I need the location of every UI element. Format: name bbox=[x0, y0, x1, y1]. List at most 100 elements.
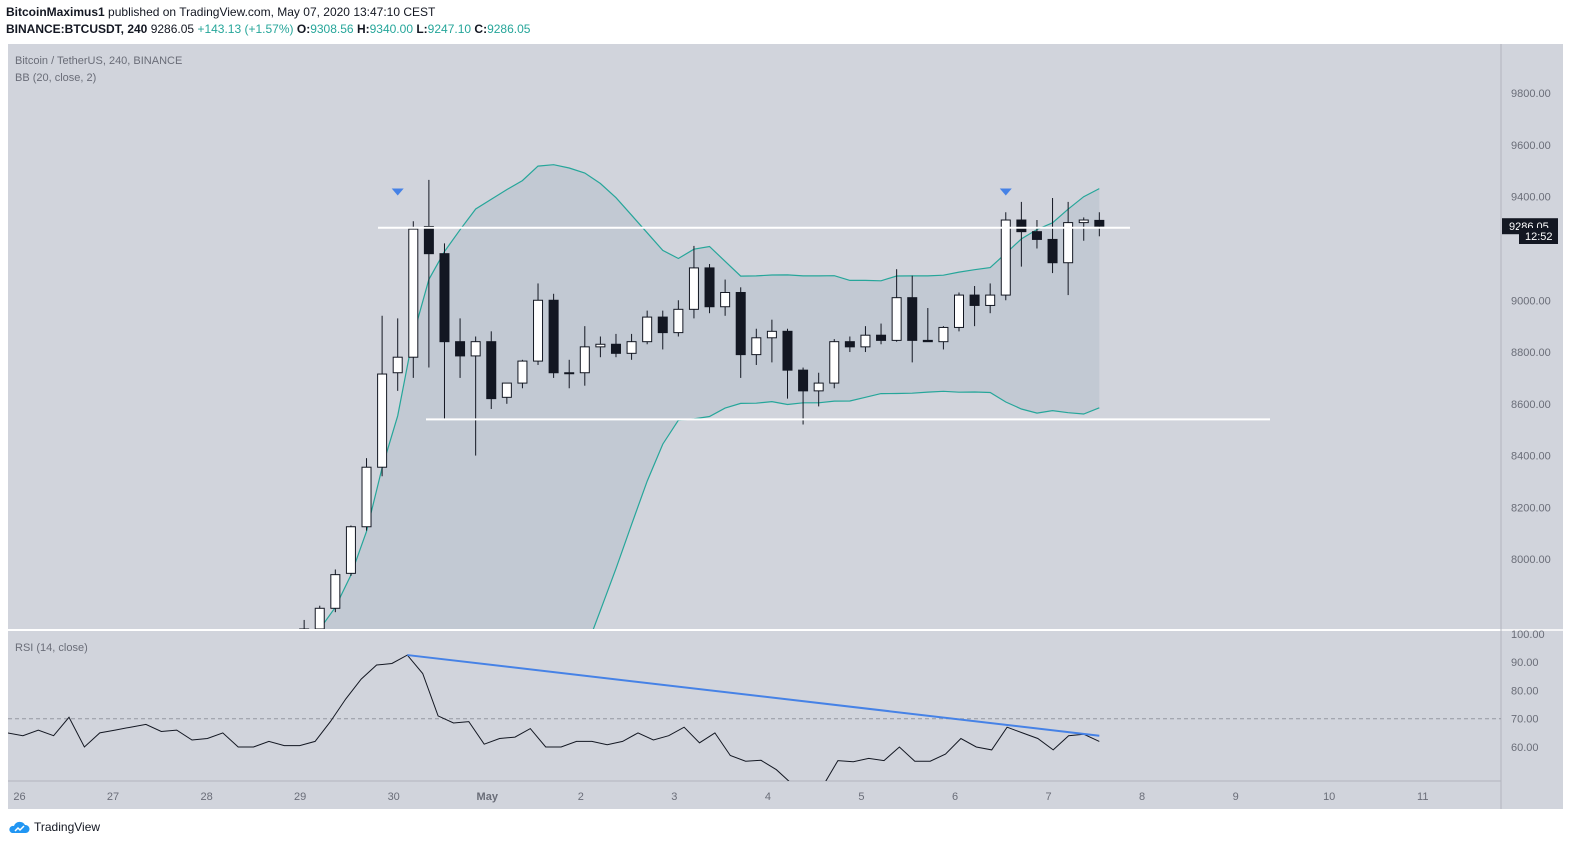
rsi-axis-tick: 100.00 bbox=[1511, 629, 1545, 641]
time-axis-tick: 30 bbox=[388, 791, 400, 803]
candle-body bbox=[813, 382, 824, 392]
candle-body bbox=[844, 341, 855, 348]
rsi-plot-area bbox=[8, 654, 1100, 781]
rsi-axis-tick: 90.00 bbox=[1511, 657, 1539, 669]
tradingview-logo[interactable]: TradingView bbox=[8, 820, 100, 834]
time-axis-tick: 3 bbox=[671, 791, 677, 803]
candle-body bbox=[595, 343, 606, 348]
price-axis-tick: 8000.00 bbox=[1511, 554, 1551, 566]
candle-body bbox=[766, 330, 777, 339]
candle-body bbox=[938, 326, 949, 343]
close-label: C: bbox=[474, 22, 488, 36]
time-axis-tick: 10 bbox=[1323, 791, 1335, 803]
candle-body bbox=[1047, 238, 1058, 264]
candle-body bbox=[922, 339, 933, 343]
candle-body bbox=[798, 369, 809, 392]
candle-body bbox=[1078, 219, 1089, 224]
candle-body bbox=[860, 334, 871, 348]
high-label: H: bbox=[356, 22, 370, 36]
candle-body bbox=[517, 360, 528, 384]
time-axis-tick: 9 bbox=[1233, 791, 1239, 803]
symbol-info-line: BINANCE:BTCUSDT, 240 9286.05 +143.13 (+1… bbox=[6, 22, 530, 36]
low-value: 9247.10 bbox=[427, 22, 472, 36]
bollinger-band-fill bbox=[319, 164, 1100, 629]
price-pane-background bbox=[8, 44, 1501, 629]
candle-body bbox=[673, 308, 684, 334]
candle-body bbox=[969, 294, 980, 306]
candle-body bbox=[876, 334, 887, 341]
price-axis-tick: 9400.00 bbox=[1511, 192, 1551, 204]
candle-body bbox=[579, 346, 590, 374]
last-price: 9286.05 bbox=[150, 22, 195, 36]
candle-body bbox=[1094, 219, 1105, 227]
time-axis-tick: 2 bbox=[578, 791, 584, 803]
candle-body bbox=[829, 341, 840, 384]
price-axis-tick: 9600.00 bbox=[1511, 140, 1551, 152]
symbol-label: BINANCE:BTCUSDT, 240 bbox=[6, 22, 148, 36]
rsi-indicator-label: RSI (14, close) bbox=[15, 642, 88, 654]
candle-body bbox=[1000, 219, 1011, 296]
candle-body bbox=[423, 225, 434, 255]
candle-body bbox=[657, 316, 668, 334]
bb-indicator-label: BB (20, close, 2) bbox=[15, 72, 96, 84]
price-axis-tick: 9000.00 bbox=[1511, 295, 1551, 307]
time-axis-tick: 7 bbox=[1045, 791, 1051, 803]
candle-body bbox=[610, 343, 621, 354]
time-axis-tick: 8 bbox=[1139, 791, 1145, 803]
bollinger-lower-band bbox=[592, 390, 1100, 629]
candle-body bbox=[345, 526, 356, 574]
candle-body bbox=[564, 372, 575, 375]
candle-body bbox=[330, 574, 341, 609]
candle-body bbox=[392, 356, 403, 374]
price-axis-tick: 8800.00 bbox=[1511, 347, 1551, 359]
rsi-axis-tick: 60.00 bbox=[1511, 742, 1539, 754]
signal-marker-icon bbox=[999, 188, 1012, 196]
rsi-line bbox=[8, 654, 1100, 781]
time-axis-tick: 28 bbox=[200, 791, 212, 803]
candle-body bbox=[626, 341, 637, 354]
time-axis-tick: 27 bbox=[107, 791, 119, 803]
candle-body bbox=[704, 267, 715, 308]
price-axis-tick: 9800.00 bbox=[1511, 88, 1551, 100]
price-change: +143.13 (+1.57%) bbox=[197, 22, 294, 36]
publish-text: published on TradingView.com, May 07, 20… bbox=[108, 5, 436, 19]
candle-body bbox=[1031, 231, 1042, 240]
author-name[interactable]: BitcoinMaximus1 bbox=[6, 5, 105, 19]
candle-body bbox=[408, 228, 419, 358]
candle-body bbox=[377, 373, 388, 468]
time-axis-tick: 26 bbox=[13, 791, 25, 803]
time-axis-background bbox=[8, 781, 1501, 809]
chart-title: Bitcoin / TetherUS, 240, BINANCE bbox=[15, 55, 182, 67]
candle-body bbox=[642, 316, 653, 343]
price-plot-area bbox=[299, 164, 1270, 629]
close-value: 9286.05 bbox=[487, 22, 531, 36]
countdown-label: 12:52 bbox=[1525, 231, 1553, 243]
candle-body bbox=[314, 607, 325, 629]
signal-marker-icon bbox=[391, 188, 404, 196]
price-axis-tick: 8600.00 bbox=[1511, 399, 1551, 411]
open-label: O: bbox=[296, 22, 311, 36]
cloud-logo-icon bbox=[9, 821, 30, 833]
candle-body bbox=[720, 291, 731, 308]
candle-body bbox=[439, 253, 450, 343]
candle-body bbox=[735, 291, 746, 356]
high-value: 9340.00 bbox=[369, 22, 413, 36]
time-axis-tick: 4 bbox=[765, 791, 771, 803]
price-axis-background bbox=[1501, 44, 1563, 809]
low-label: L: bbox=[416, 22, 428, 36]
time-axis-tick: 5 bbox=[858, 791, 864, 803]
publish-info: BitcoinMaximus1 published on TradingView… bbox=[6, 5, 435, 19]
rsi-divergence-trendline bbox=[407, 654, 1100, 737]
candle-body bbox=[455, 341, 466, 357]
time-axis-tick: 11 bbox=[1417, 791, 1428, 803]
candle-body bbox=[954, 294, 964, 328]
rsi-axis-tick: 70.00 bbox=[1511, 714, 1539, 726]
price-axis-tick: 8400.00 bbox=[1511, 451, 1551, 463]
time-axis-tick: May bbox=[477, 791, 499, 803]
bollinger-upper-band bbox=[318, 164, 1100, 629]
brand-name: TradingView bbox=[34, 820, 101, 834]
rsi-axis-tick: 80.00 bbox=[1511, 685, 1539, 697]
candle-body bbox=[548, 299, 559, 374]
open-value: 9308.56 bbox=[310, 22, 354, 36]
